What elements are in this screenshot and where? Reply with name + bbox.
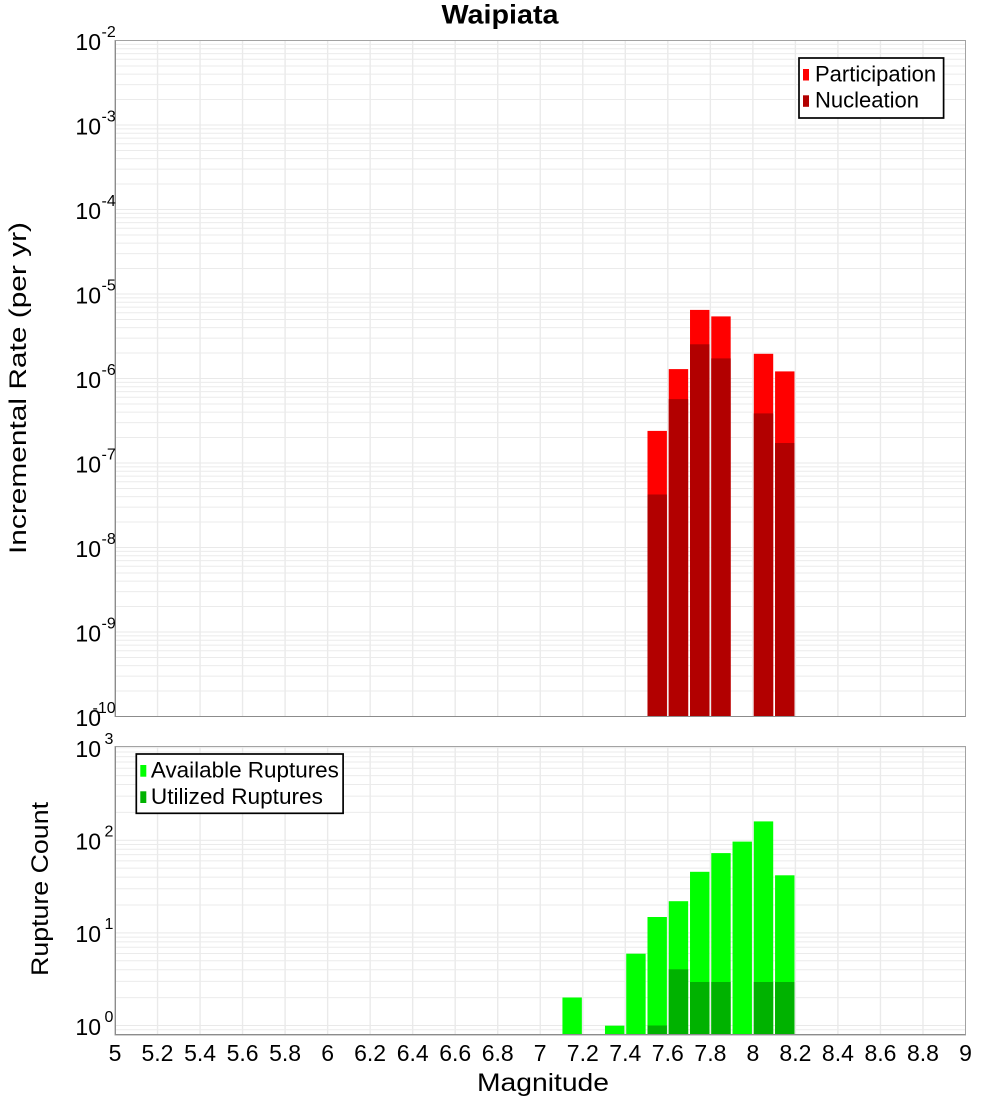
svg-text:-8: -8 bbox=[102, 531, 116, 548]
svg-text:6.8: 6.8 bbox=[482, 1040, 514, 1066]
svg-text:10: 10 bbox=[75, 282, 101, 308]
svg-text:Available Ruptures: Available Ruptures bbox=[151, 758, 339, 783]
svg-text:8.6: 8.6 bbox=[865, 1040, 897, 1066]
svg-text:Waipiata: Waipiata bbox=[442, 0, 560, 30]
svg-text:-10: -10 bbox=[93, 700, 116, 717]
svg-text:-2: -2 bbox=[102, 24, 116, 41]
svg-text:10: 10 bbox=[75, 113, 101, 139]
svg-text:10: 10 bbox=[75, 451, 101, 477]
svg-text:10: 10 bbox=[75, 921, 101, 947]
svg-text:10: 10 bbox=[75, 536, 101, 562]
svg-text:Nucleation: Nucleation bbox=[815, 88, 919, 113]
svg-text:10: 10 bbox=[75, 29, 101, 55]
svg-text:10: 10 bbox=[75, 1014, 101, 1040]
svg-text:10: 10 bbox=[75, 736, 101, 762]
svg-text:9: 9 bbox=[959, 1040, 972, 1066]
svg-text:6.6: 6.6 bbox=[439, 1040, 471, 1066]
svg-text:7.8: 7.8 bbox=[694, 1040, 726, 1066]
svg-text:6.4: 6.4 bbox=[397, 1040, 429, 1066]
svg-text:Magnitude: Magnitude bbox=[477, 1069, 609, 1097]
svg-text:Participation: Participation bbox=[815, 62, 936, 87]
svg-text:7.4: 7.4 bbox=[609, 1040, 641, 1066]
svg-text:7.6: 7.6 bbox=[652, 1040, 684, 1066]
svg-text:10: 10 bbox=[75, 620, 101, 646]
svg-text:Rupture Count: Rupture Count bbox=[27, 802, 54, 976]
svg-text:-9: -9 bbox=[102, 615, 116, 632]
svg-text:7: 7 bbox=[534, 1040, 547, 1066]
svg-text:-6: -6 bbox=[102, 362, 116, 379]
svg-text:6: 6 bbox=[321, 1040, 334, 1066]
svg-text:5.4: 5.4 bbox=[184, 1040, 216, 1066]
svg-text:8.2: 8.2 bbox=[779, 1040, 811, 1066]
svg-text:2: 2 bbox=[105, 824, 114, 841]
svg-text:-7: -7 bbox=[102, 446, 116, 463]
svg-text:5.2: 5.2 bbox=[142, 1040, 174, 1066]
svg-text:8: 8 bbox=[747, 1040, 760, 1066]
svg-text:-3: -3 bbox=[102, 108, 116, 125]
svg-text:8.4: 8.4 bbox=[822, 1040, 854, 1066]
svg-text:10: 10 bbox=[75, 829, 101, 855]
svg-text:Incremental Rate (per yr): Incremental Rate (per yr) bbox=[5, 222, 32, 554]
svg-text:-4: -4 bbox=[102, 193, 116, 210]
svg-text:-5: -5 bbox=[102, 277, 116, 294]
svg-text:10: 10 bbox=[75, 705, 101, 731]
svg-text:1: 1 bbox=[105, 916, 114, 933]
svg-text:7.2: 7.2 bbox=[567, 1040, 599, 1066]
svg-text:Utilized Ruptures: Utilized Ruptures bbox=[151, 784, 323, 809]
svg-text:0: 0 bbox=[105, 1009, 114, 1026]
svg-text:10: 10 bbox=[75, 198, 101, 224]
svg-text:10: 10 bbox=[75, 367, 101, 393]
svg-text:5.6: 5.6 bbox=[227, 1040, 259, 1066]
svg-text:3: 3 bbox=[105, 731, 114, 748]
svg-text:6.2: 6.2 bbox=[354, 1040, 386, 1066]
svg-text:5.8: 5.8 bbox=[269, 1040, 301, 1066]
svg-text:5: 5 bbox=[109, 1040, 122, 1066]
svg-text:8.8: 8.8 bbox=[907, 1040, 939, 1066]
